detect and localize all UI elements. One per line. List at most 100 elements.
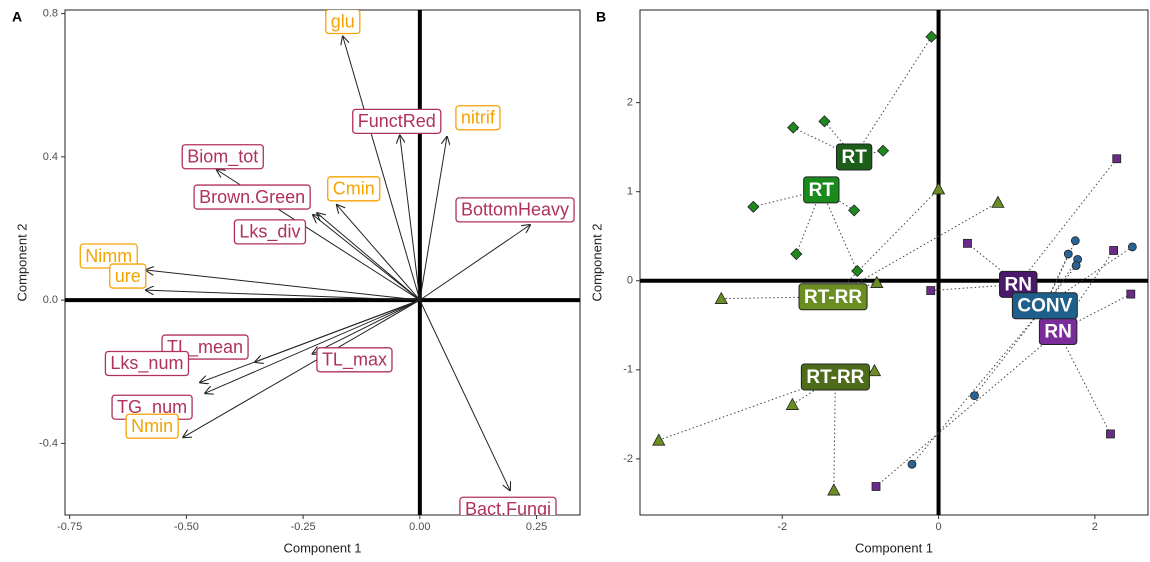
label-box (316, 347, 393, 373)
connector (1057, 250, 1115, 332)
variable-label: Biom_tot (181, 144, 264, 170)
point (970, 391, 979, 401)
variable-label: Bact.Fungi (459, 496, 557, 519)
label-text: glu (331, 11, 355, 31)
point (1071, 261, 1081, 271)
label-text: TG_num (117, 397, 187, 418)
y-axis-title: Component 2 (589, 223, 604, 301)
label-box (459, 496, 557, 515)
connector (1044, 253, 1069, 306)
loading-arrow (419, 137, 447, 301)
connector (1044, 246, 1133, 307)
group-label: RT-RR (798, 283, 868, 311)
y-tick-label: 0 (627, 275, 633, 287)
label-box (193, 184, 311, 210)
y-tick-label: 0.4 (43, 151, 58, 163)
point (1070, 236, 1080, 246)
label-text: ure (115, 266, 141, 286)
connector (1017, 158, 1118, 285)
loading-arrow (313, 215, 421, 301)
plot-area: glu FunctRed nitrif Biom_tot Brown.Green Cmin… (65, 10, 580, 519)
point (818, 115, 831, 128)
group-label: RN (999, 270, 1038, 298)
label-box (327, 176, 381, 202)
point (827, 483, 841, 496)
label-text: RT (809, 180, 835, 201)
point (747, 200, 760, 213)
point (991, 195, 1005, 208)
point (870, 275, 884, 288)
label-text: CONV (1017, 296, 1072, 317)
loading-arrow (343, 37, 421, 301)
point (1063, 249, 1073, 259)
label-box (325, 10, 361, 35)
y-tick-label: 0.8 (43, 7, 58, 19)
variable-label: FunctRed (352, 108, 442, 135)
y-tick-label: 2 (627, 97, 633, 109)
connector (853, 36, 932, 158)
label-box (798, 283, 868, 311)
variable-label: Brown.Green (193, 184, 311, 210)
label-box (352, 108, 442, 135)
label-box (104, 350, 190, 377)
x-tick-label: 0 (935, 521, 941, 533)
x-tick-label: -0.25 (291, 521, 316, 533)
point (652, 433, 666, 446)
y-tick-label: -1 (623, 364, 633, 376)
panel-letter: A (12, 9, 22, 25)
loading-arrow (419, 299, 510, 490)
x-tick-label: 0.25 (526, 521, 547, 533)
label-text: Lks_num (110, 353, 183, 374)
x-tick-label: -2 (777, 521, 787, 533)
point (1127, 242, 1137, 252)
point (871, 482, 881, 491)
point (848, 204, 861, 217)
y-axis-title: Component 2 (14, 223, 29, 301)
group-label: CONV (1011, 292, 1078, 320)
plot-frame (64, 9, 581, 516)
y-tick-label: -0.4 (39, 437, 58, 449)
loading-arrow (419, 225, 530, 301)
point (785, 397, 800, 410)
variable-label: TG_num (111, 394, 193, 420)
loading-arrow (317, 213, 421, 301)
x-axis-title: Component 1 (855, 540, 933, 555)
point (714, 291, 728, 304)
connector (820, 189, 858, 272)
label-box (455, 197, 575, 223)
loading-arrow (200, 299, 421, 382)
label-text: RT (841, 147, 867, 168)
label-text: RT-RR (806, 367, 864, 388)
variable-label: Lks_num (104, 350, 190, 377)
point (931, 182, 946, 195)
x-tick-label: 2 (1092, 521, 1098, 533)
variable-label: Lks_div (233, 219, 307, 245)
point (867, 363, 882, 377)
label-text: nitrif (461, 108, 496, 128)
label-text: Cmin (333, 179, 375, 199)
connector (792, 376, 836, 405)
label-text: Bact.Fungi (465, 499, 551, 519)
label-text: Lks_div (239, 222, 300, 243)
variable-label: Nimm (79, 243, 138, 269)
variable-label: TL_max (316, 347, 393, 373)
variable-label: ure (109, 263, 147, 289)
x-axis-title: Component 1 (283, 540, 361, 555)
point (925, 30, 938, 43)
variable-label: nitrif (455, 105, 501, 131)
point (790, 247, 803, 261)
point (963, 238, 972, 248)
connector (967, 242, 1019, 285)
loading-arrow (400, 135, 421, 301)
group-label: RT (835, 143, 873, 171)
point (851, 264, 864, 278)
label-text: RT-RR (804, 287, 862, 308)
y-tick-label: 1 (627, 186, 633, 198)
label-box (803, 176, 840, 204)
variable-label: Cmin (327, 176, 381, 202)
point (926, 286, 936, 295)
loading-arrow (146, 290, 420, 301)
label-box (455, 105, 501, 131)
point (907, 459, 917, 469)
